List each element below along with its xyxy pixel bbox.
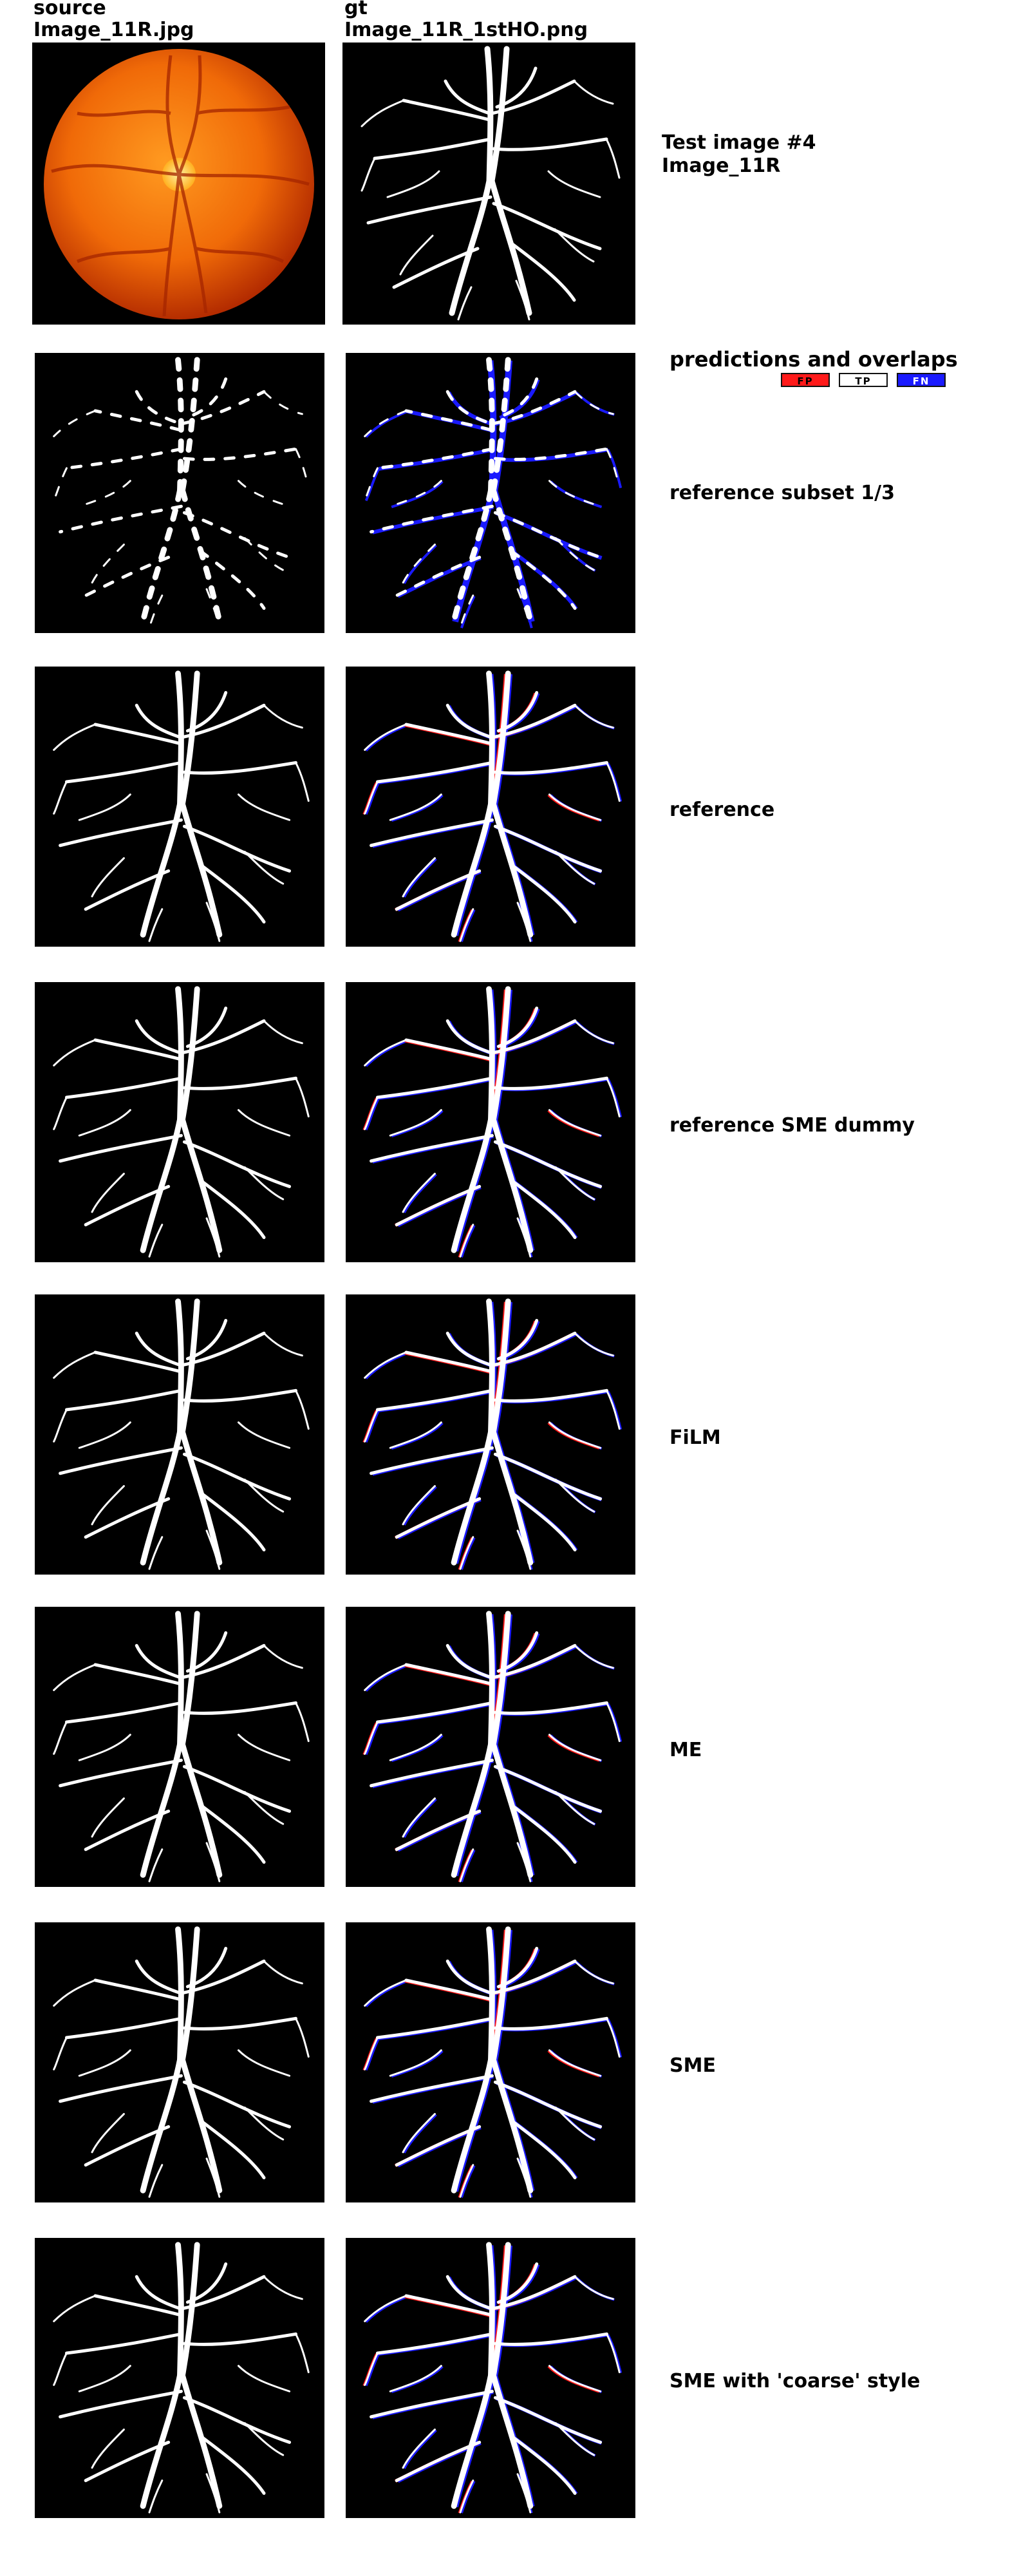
row-label-2: reference bbox=[670, 799, 775, 821]
overlap-mask-5 bbox=[346, 1607, 635, 1887]
fundus-vessels bbox=[51, 55, 310, 317]
overlap-mask-3 bbox=[346, 982, 635, 1262]
row-label-7: SME with 'coarse' style bbox=[670, 2370, 921, 2392]
overlap-svg bbox=[346, 1922, 635, 2202]
fp-colored bbox=[362, 1614, 600, 1882]
overlap-legend: FP TP FN bbox=[781, 373, 948, 390]
legend-tp: TP bbox=[839, 373, 888, 387]
prediction-mask-3 bbox=[35, 982, 324, 1262]
overlap-mask-2 bbox=[346, 667, 635, 947]
row-label-3: reference SME dummy bbox=[670, 1114, 915, 1137]
row-label-4: FiLM bbox=[670, 1426, 721, 1449]
prediction-svg bbox=[35, 1922, 324, 2202]
prediction-mask-7 bbox=[35, 2238, 324, 2518]
overlap-svg bbox=[346, 1294, 635, 1575]
fp-colored bbox=[362, 1302, 600, 1570]
fp-colored bbox=[362, 989, 600, 1258]
prediction-mask-4 bbox=[35, 1294, 324, 1575]
overlap-svg bbox=[346, 1607, 635, 1887]
gt-filename: Image_11R_1stHO.png bbox=[344, 19, 588, 41]
predictions-title: predictions and overlaps bbox=[670, 347, 958, 372]
gt-svg bbox=[342, 43, 635, 325]
prediction-svg bbox=[35, 353, 324, 633]
source-fundus-image bbox=[32, 43, 325, 325]
fp-colored bbox=[362, 674, 600, 942]
fundus-svg bbox=[44, 49, 314, 319]
fp-colored bbox=[362, 1929, 600, 2198]
prediction-mask-2 bbox=[35, 667, 324, 947]
test-image-name: Image_11R bbox=[662, 155, 781, 177]
prediction-svg bbox=[35, 1294, 324, 1575]
prediction-svg bbox=[35, 667, 324, 947]
prediction-svg bbox=[35, 1607, 324, 1887]
overlap-svg bbox=[346, 353, 635, 633]
overlap-svg bbox=[346, 667, 635, 947]
row-label-5: ME bbox=[670, 1739, 702, 1761]
prediction-mask-1 bbox=[35, 353, 324, 633]
overlap-mask-7 bbox=[346, 2238, 635, 2518]
gt-title: gt bbox=[344, 0, 368, 19]
overlap-svg bbox=[346, 2238, 635, 2518]
fp-colored bbox=[362, 2245, 600, 2514]
overlap-svg bbox=[346, 982, 635, 1262]
legend-fn: FN bbox=[897, 373, 946, 387]
overlap-mask-6 bbox=[346, 1922, 635, 2202]
prediction-svg bbox=[35, 2238, 324, 2518]
overlap-mask-4 bbox=[346, 1294, 635, 1575]
legend-fp: FP bbox=[781, 373, 830, 387]
prediction-svg bbox=[35, 982, 324, 1262]
gt-vessel-mask bbox=[342, 43, 635, 325]
row-label-6: SME bbox=[670, 2054, 716, 2077]
row-label-1: reference subset 1/3 bbox=[670, 482, 895, 504]
overlap-mask-1 bbox=[346, 353, 635, 633]
source-title: source bbox=[33, 0, 106, 19]
prediction-mask-5 bbox=[35, 1607, 324, 1887]
source-filename: Image_11R.jpg bbox=[33, 19, 194, 41]
prediction-mask-6 bbox=[35, 1922, 324, 2202]
test-image-label: Test image #4 bbox=[662, 131, 816, 154]
